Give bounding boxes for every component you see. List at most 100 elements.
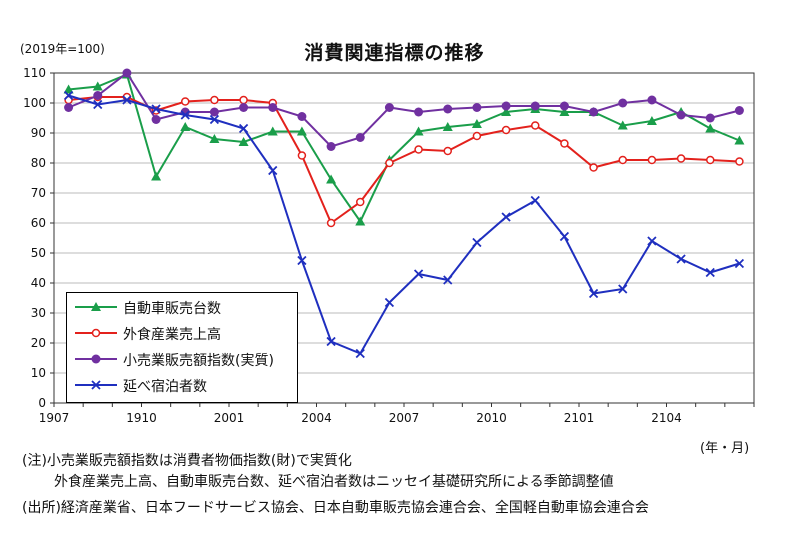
data-point-s3-18: [588, 288, 599, 299]
legend-item-auto-sales: 自動車販売台数: [67, 295, 297, 319]
data-point-s3-6: [238, 123, 249, 134]
data-point-s0-3: [151, 171, 162, 181]
data-point-s0-12: [413, 126, 424, 136]
y-tick-label: 70: [31, 186, 46, 200]
note-line-1: (注)小売業販売額指数は消費者物価指数(財)で実質化: [22, 453, 352, 469]
data-point-s2-19: [618, 98, 628, 108]
data-point-s3-0: [63, 90, 74, 101]
data-point-s3-10: [355, 348, 365, 359]
data-point-s3-21: [676, 254, 686, 264]
data-point-s1-14: [472, 131, 482, 141]
legend-marker-filled-circle-icon: [75, 354, 117, 364]
data-point-s1-21: [676, 154, 686, 163]
data-point-s0-23: [734, 135, 745, 145]
legend-marker-circle-icon: [75, 328, 117, 338]
y-tick-label: 30: [31, 306, 46, 320]
data-point-s1-10: [356, 197, 365, 207]
legend-item-overnight-stays: 延べ宿泊者数: [67, 373, 297, 397]
data-point-s2-0: [64, 103, 74, 112]
data-point-s3-22: [705, 267, 715, 278]
data-point-s2-17: [559, 101, 569, 111]
y-tick-label: 90: [31, 126, 46, 140]
data-point-s1-5: [210, 95, 219, 105]
data-point-s2-1: [93, 91, 103, 100]
x-tick-label: 2101: [564, 411, 595, 425]
data-point-s0-9: [326, 174, 337, 184]
y-tick-label: 80: [31, 156, 46, 170]
x-tick-label: 2010: [476, 411, 507, 425]
data-point-s1-6: [239, 95, 248, 105]
data-point-s2-23: [734, 106, 744, 115]
data-point-s3-13: [443, 275, 453, 285]
data-point-s2-22: [705, 113, 715, 123]
data-point-s2-5: [209, 107, 219, 117]
series-line-0: [68, 73, 740, 224]
series-line-2: [68, 71, 740, 148]
legend-item-restaurant-sales: 外食産業売上高: [67, 321, 297, 345]
y-tick-label: 100: [23, 96, 46, 110]
data-point-s2-8: [297, 112, 307, 121]
data-point-s0-17: [559, 107, 570, 116]
x-axis-unit: (年・月): [700, 441, 750, 456]
data-point-s1-11: [385, 158, 394, 168]
data-point-s3-5: [209, 114, 220, 125]
data-point-s1-16: [531, 121, 540, 130]
data-point-s1-8: [297, 151, 307, 160]
data-point-s3-16: [530, 195, 540, 206]
data-point-s3-8: [297, 255, 307, 266]
data-point-s1-18: [589, 163, 598, 172]
data-point-s3-7: [268, 165, 278, 176]
y-tick-label: 50: [31, 246, 46, 260]
data-point-s0-4: [180, 122, 191, 131]
data-point-s0-10: [355, 216, 366, 226]
y-axis-unit: (2019年=100): [20, 42, 105, 56]
legend-marker-x-icon: [75, 380, 117, 390]
data-point-s0-22: [705, 123, 716, 133]
y-tick-label: 20: [31, 336, 46, 350]
data-point-s0-0: [63, 84, 74, 94]
data-point-s1-17: [560, 139, 569, 148]
chart-legend: 自動車販売台数 外食産業売上高 小売業販売額指数(実質) 延べ宿泊者数: [66, 292, 298, 403]
data-point-s3-2: [122, 95, 132, 105]
data-point-s3-20: [647, 236, 657, 246]
data-point-s2-7: [268, 103, 278, 112]
x-tick-label: 2004: [301, 411, 332, 425]
data-point-s3-19: [618, 284, 628, 294]
data-point-s0-20: [646, 116, 657, 125]
data-point-s3-14: [472, 237, 482, 248]
legend-label-auto-sales: 自動車販売台数: [123, 301, 221, 317]
data-point-s1-23: [735, 157, 744, 166]
x-tick-label: 1907: [39, 411, 70, 425]
data-point-s2-21: [676, 110, 686, 120]
data-point-s0-14: [471, 119, 482, 128]
y-tick-label: 60: [31, 216, 46, 230]
series-line-1: [68, 96, 740, 225]
x-tick-label: 2104: [651, 411, 682, 425]
data-point-s2-10: [355, 133, 365, 142]
data-point-s1-15: [501, 125, 511, 135]
data-point-s0-6: [238, 137, 249, 146]
data-point-s2-18: [589, 107, 599, 117]
data-point-s2-15: [501, 101, 511, 111]
data-point-s2-20: [647, 95, 657, 105]
data-point-s0-19: [617, 120, 628, 130]
x-tick-label: 2007: [389, 411, 420, 425]
legend-label-retail-index: 小売業販売額指数(実質): [123, 353, 274, 369]
data-point-s1-12: [414, 145, 423, 154]
chart-title: 消費関連指標の推移: [304, 42, 485, 64]
data-point-s2-14: [472, 103, 482, 112]
data-point-s0-5: [209, 134, 220, 143]
legend-label-overnight-stays: 延べ宿泊者数: [123, 379, 207, 395]
data-point-s2-13: [443, 104, 453, 114]
source-line: (出所)経済産業省、日本フードサービス協会、日本自動車販売協会連合会、全国軽自動…: [22, 500, 649, 516]
data-point-s1-20: [647, 155, 657, 165]
y-tick-label: 110: [23, 66, 46, 80]
legend-marker-triangle-icon: [75, 302, 117, 311]
data-point-s3-1: [93, 99, 103, 110]
series-group: [63, 68, 745, 359]
data-point-s0-13: [442, 122, 453, 131]
data-point-s1-13: [443, 146, 452, 156]
data-point-s2-3: [151, 115, 161, 124]
data-point-s3-23: [734, 258, 745, 269]
